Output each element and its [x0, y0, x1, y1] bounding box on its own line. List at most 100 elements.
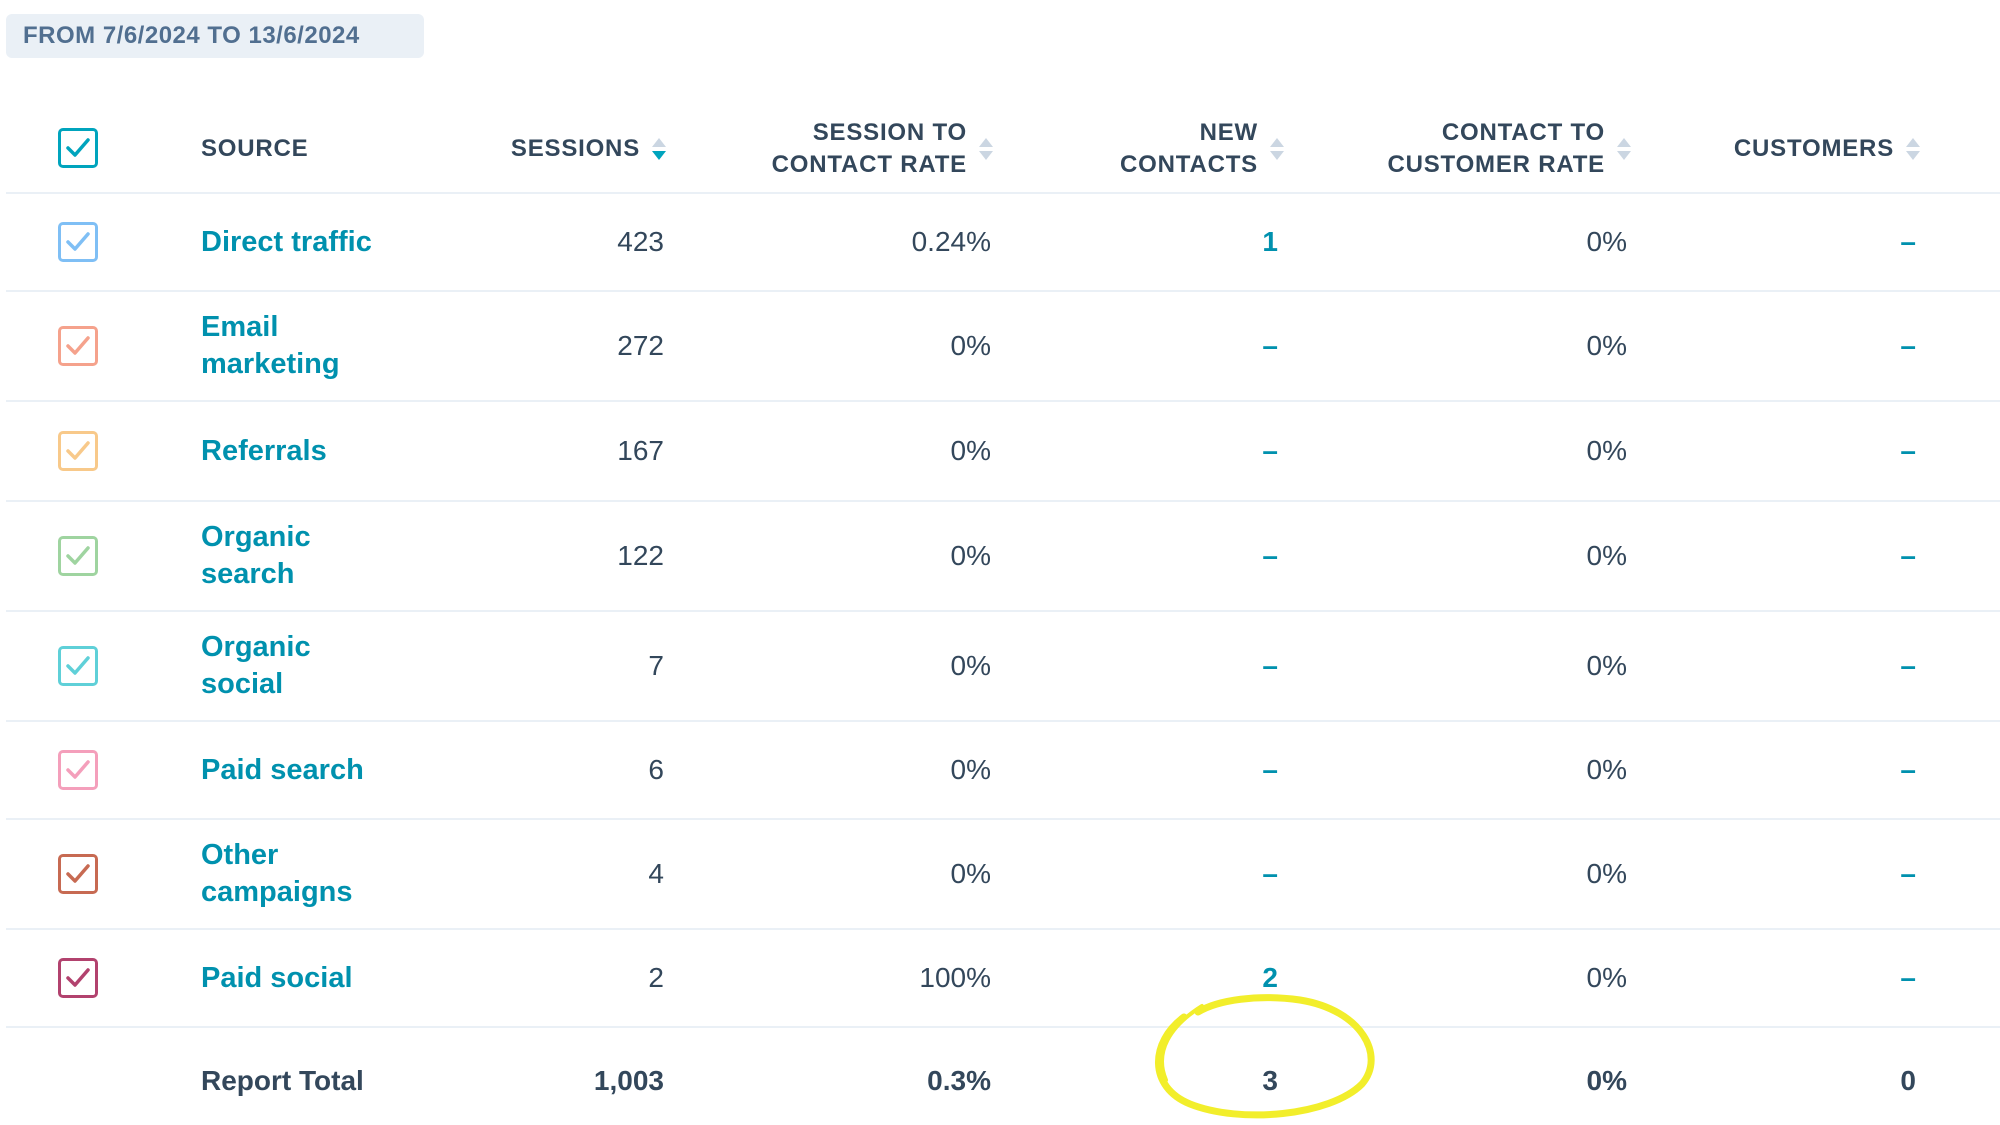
new-contacts-cell: – — [1262, 292, 1278, 400]
table-header: SOURCE SESSIONS SESSION TO CONTACT RATE N… — [6, 104, 2000, 194]
row-checkbox[interactable] — [58, 536, 98, 576]
new-contacts-cell: – — [1262, 820, 1278, 928]
sessions-cell: 167 — [617, 435, 664, 466]
empty-value: – — [1262, 540, 1278, 571]
table-row: Referrals 167 0% – 0% – — [6, 402, 2000, 502]
contact-to-customer-rate-cell: 0% — [1586, 540, 1627, 571]
table-row: Other campaigns 4 0% – 0% – — [6, 820, 2000, 930]
table-row: Organic social 7 0% – 0% – — [6, 612, 2000, 722]
value-link[interactable]: 2 — [1262, 962, 1278, 993]
sessions-cell: 4 — [648, 858, 664, 889]
source-cell: Direct traffic — [201, 194, 372, 290]
value-link[interactable]: 1 — [1262, 226, 1278, 257]
column-header-new-contacts[interactable]: NEW CONTACTS — [1026, 104, 1284, 194]
sort-icon[interactable] — [979, 138, 993, 160]
check-icon — [66, 864, 90, 883]
source-cell: Organic search — [201, 502, 391, 610]
session-to-contact-rate-cell: 0.24% — [911, 226, 991, 257]
customers-cell: – — [1900, 612, 1916, 720]
session-to-contact-rate-cell: 0% — [950, 858, 991, 889]
empty-value: – — [1262, 330, 1278, 361]
empty-value: – — [1900, 435, 1916, 466]
source-link[interactable]: Email marketing — [201, 311, 340, 380]
new-contacts-cell: 2 — [1262, 930, 1278, 1026]
source-link[interactable]: Paid search — [201, 753, 364, 786]
source-cell: Paid social — [201, 930, 353, 1026]
contact-to-customer-rate-cell: 0% — [1586, 435, 1627, 466]
total-sessions: 1,003 — [593, 1065, 664, 1096]
empty-value: – — [1262, 754, 1278, 785]
column-header-sessions[interactable]: SESSIONS — [426, 104, 666, 194]
source-cell: Email marketing — [201, 292, 391, 400]
check-icon — [66, 336, 90, 355]
total-label: Report Total — [201, 1065, 364, 1096]
new-contacts-cell: – — [1262, 612, 1278, 720]
contact-to-customer-rate-cell: 0% — [1586, 754, 1627, 785]
session-to-contact-rate-cell: 0% — [950, 330, 991, 361]
table-row: Paid social 2 100% 2 0% – — [6, 930, 2000, 1028]
sessions-cell: 2 — [648, 962, 664, 993]
sort-descending-icon[interactable] — [652, 138, 666, 160]
source-cell: Paid search — [201, 722, 364, 818]
sessions-cell: 7 — [648, 650, 664, 681]
select-all-checkbox[interactable] — [58, 128, 98, 168]
check-icon — [66, 656, 90, 675]
table-row: Paid search 6 0% – 0% – — [6, 722, 2000, 820]
empty-value: – — [1262, 435, 1278, 466]
source-link[interactable]: Organic social — [201, 631, 311, 700]
date-range-badge: FROM 7/6/2024 TO 13/6/2024 — [6, 14, 424, 58]
table-row: Direct traffic 423 0.24% 1 0% – — [6, 194, 2000, 292]
row-checkbox[interactable] — [58, 326, 98, 366]
row-checkbox[interactable] — [58, 958, 98, 998]
sort-icon[interactable] — [1906, 138, 1920, 160]
source-link[interactable]: Referrals — [201, 434, 327, 467]
empty-value: – — [1262, 858, 1278, 889]
session-to-contact-rate-cell: 0% — [950, 435, 991, 466]
row-checkbox[interactable] — [58, 222, 98, 262]
empty-value: – — [1900, 330, 1916, 361]
contact-to-customer-rate-cell: 0% — [1586, 330, 1627, 361]
table-body: Direct traffic 423 0.24% 1 0% – Email marketin… — [6, 194, 2000, 1028]
date-range-label: FROM 7/6/2024 TO 13/6/2024 — [23, 22, 360, 49]
check-icon — [66, 138, 90, 157]
contact-to-customer-rate-cell: 0% — [1586, 650, 1627, 681]
sessions-cell: 272 — [617, 330, 664, 361]
empty-value: – — [1900, 754, 1916, 785]
total-session-to-contact-rate: 0.3% — [927, 1065, 991, 1096]
session-to-contact-rate-cell: 0% — [950, 754, 991, 785]
sessions-cell: 423 — [617, 226, 664, 257]
source-link[interactable]: Direct traffic — [201, 225, 372, 258]
customers-cell: – — [1900, 502, 1916, 610]
sort-icon[interactable] — [1617, 138, 1631, 160]
source-cell: Referrals — [201, 402, 327, 500]
contact-to-customer-rate-cell: 0% — [1586, 858, 1627, 889]
column-header-customers[interactable]: CUSTOMERS — [1656, 104, 1920, 194]
new-contacts-cell: 1 — [1262, 194, 1278, 290]
column-header-source: SOURCE — [201, 135, 309, 162]
row-checkbox[interactable] — [58, 854, 98, 894]
empty-value: – — [1900, 540, 1916, 571]
customers-cell: – — [1900, 722, 1916, 818]
source-link[interactable]: Paid social — [201, 961, 353, 994]
total-new-contacts: 3 — [1262, 1065, 1278, 1096]
customers-cell: – — [1900, 402, 1916, 500]
source-link[interactable]: Organic search — [201, 521, 311, 590]
report-total-row: Report Total 1,003 0.3% 3 0% 0 — [6, 1028, 2000, 1125]
source-link[interactable]: Other campaigns — [201, 839, 353, 908]
table-row: Organic search 122 0% – 0% – — [6, 502, 2000, 612]
sessions-cell: 6 — [648, 754, 664, 785]
empty-value: – — [1900, 962, 1916, 993]
column-header-contact-to-customer-rate[interactable]: CONTACT TO CUSTOMER RATE — [1306, 104, 1631, 194]
sort-icon[interactable] — [1270, 138, 1284, 160]
empty-value: – — [1900, 858, 1916, 889]
customers-cell: – — [1900, 194, 1916, 290]
row-checkbox[interactable] — [58, 646, 98, 686]
column-header-session-to-contact-rate[interactable]: SESSION TO CONTACT RATE — [696, 104, 993, 194]
empty-value: – — [1262, 650, 1278, 681]
row-checkbox[interactable] — [58, 750, 98, 790]
session-to-contact-rate-cell: 0% — [950, 540, 991, 571]
check-icon — [66, 546, 90, 565]
sources-table: SOURCE SESSIONS SESSION TO CONTACT RATE N… — [6, 104, 2000, 1125]
row-checkbox[interactable] — [58, 431, 98, 471]
new-contacts-cell: – — [1262, 722, 1278, 818]
